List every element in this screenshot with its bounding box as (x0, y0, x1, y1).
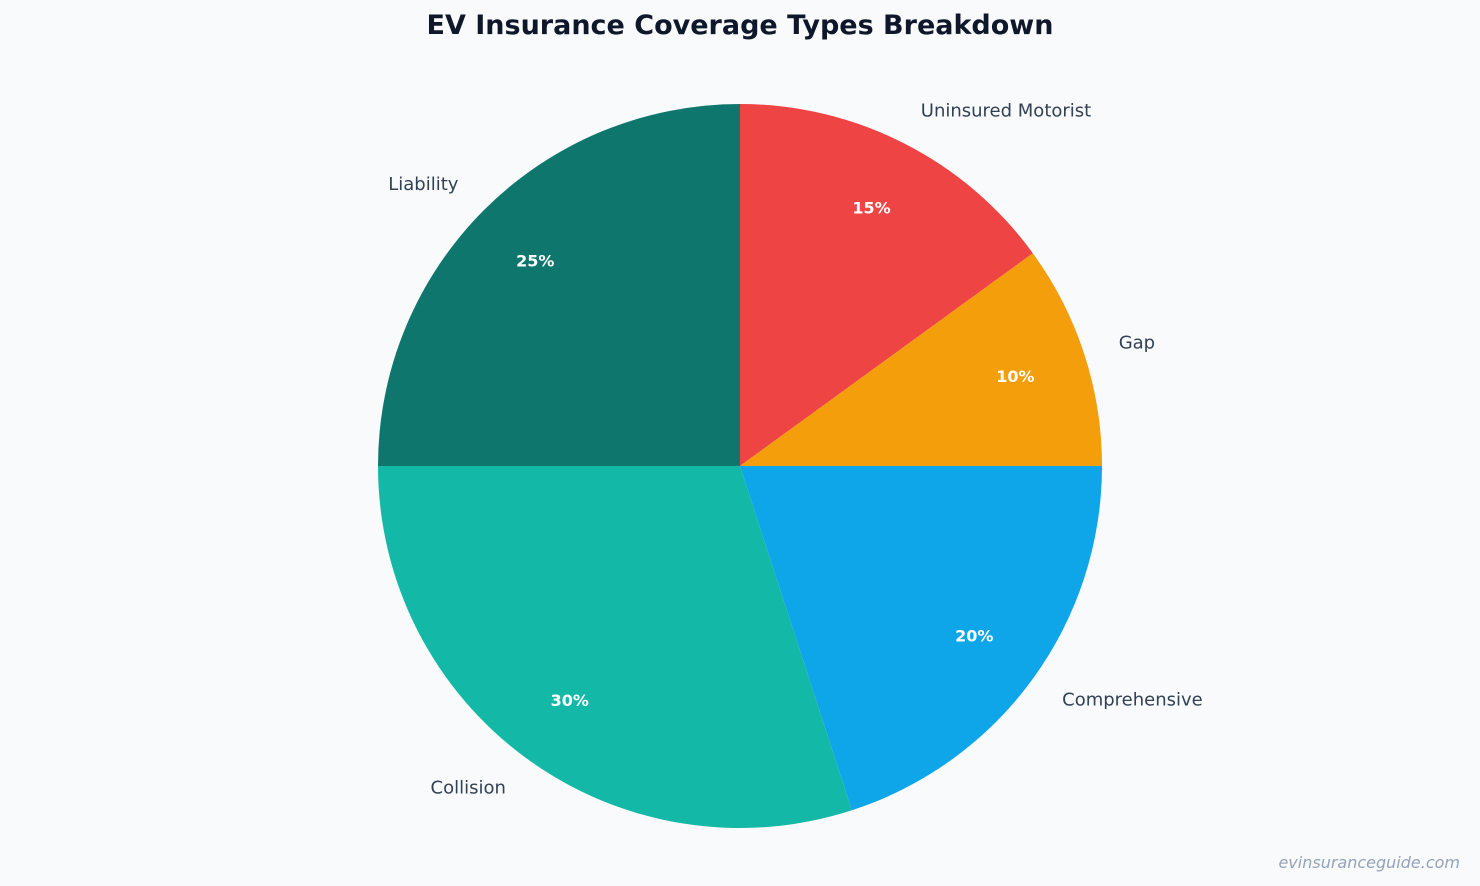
watermark: evinsuranceguide.com (1278, 853, 1460, 872)
slice-label: Collision (431, 778, 506, 799)
slice-label: Uninsured Motorist (921, 101, 1091, 122)
pct-label: 20% (955, 627, 993, 646)
pie-slice-gap (740, 253, 1102, 466)
pct-label: 25% (516, 252, 554, 271)
pie-slice-comprehensive (740, 466, 1102, 811)
pie-slice-uninsured-motorist (740, 104, 1033, 466)
pct-label: 15% (852, 198, 890, 217)
chart-title: EV Insurance Coverage Types Breakdown (426, 10, 1054, 41)
pie-slice-liability (378, 104, 740, 466)
pie-slice-collision (378, 466, 852, 829)
slice-label: Comprehensive (1062, 690, 1203, 711)
slice-label: Gap (1119, 332, 1155, 353)
slice-label: Liability (388, 174, 459, 195)
pct-label: 10% (996, 367, 1034, 386)
pct-label: 30% (551, 691, 589, 710)
